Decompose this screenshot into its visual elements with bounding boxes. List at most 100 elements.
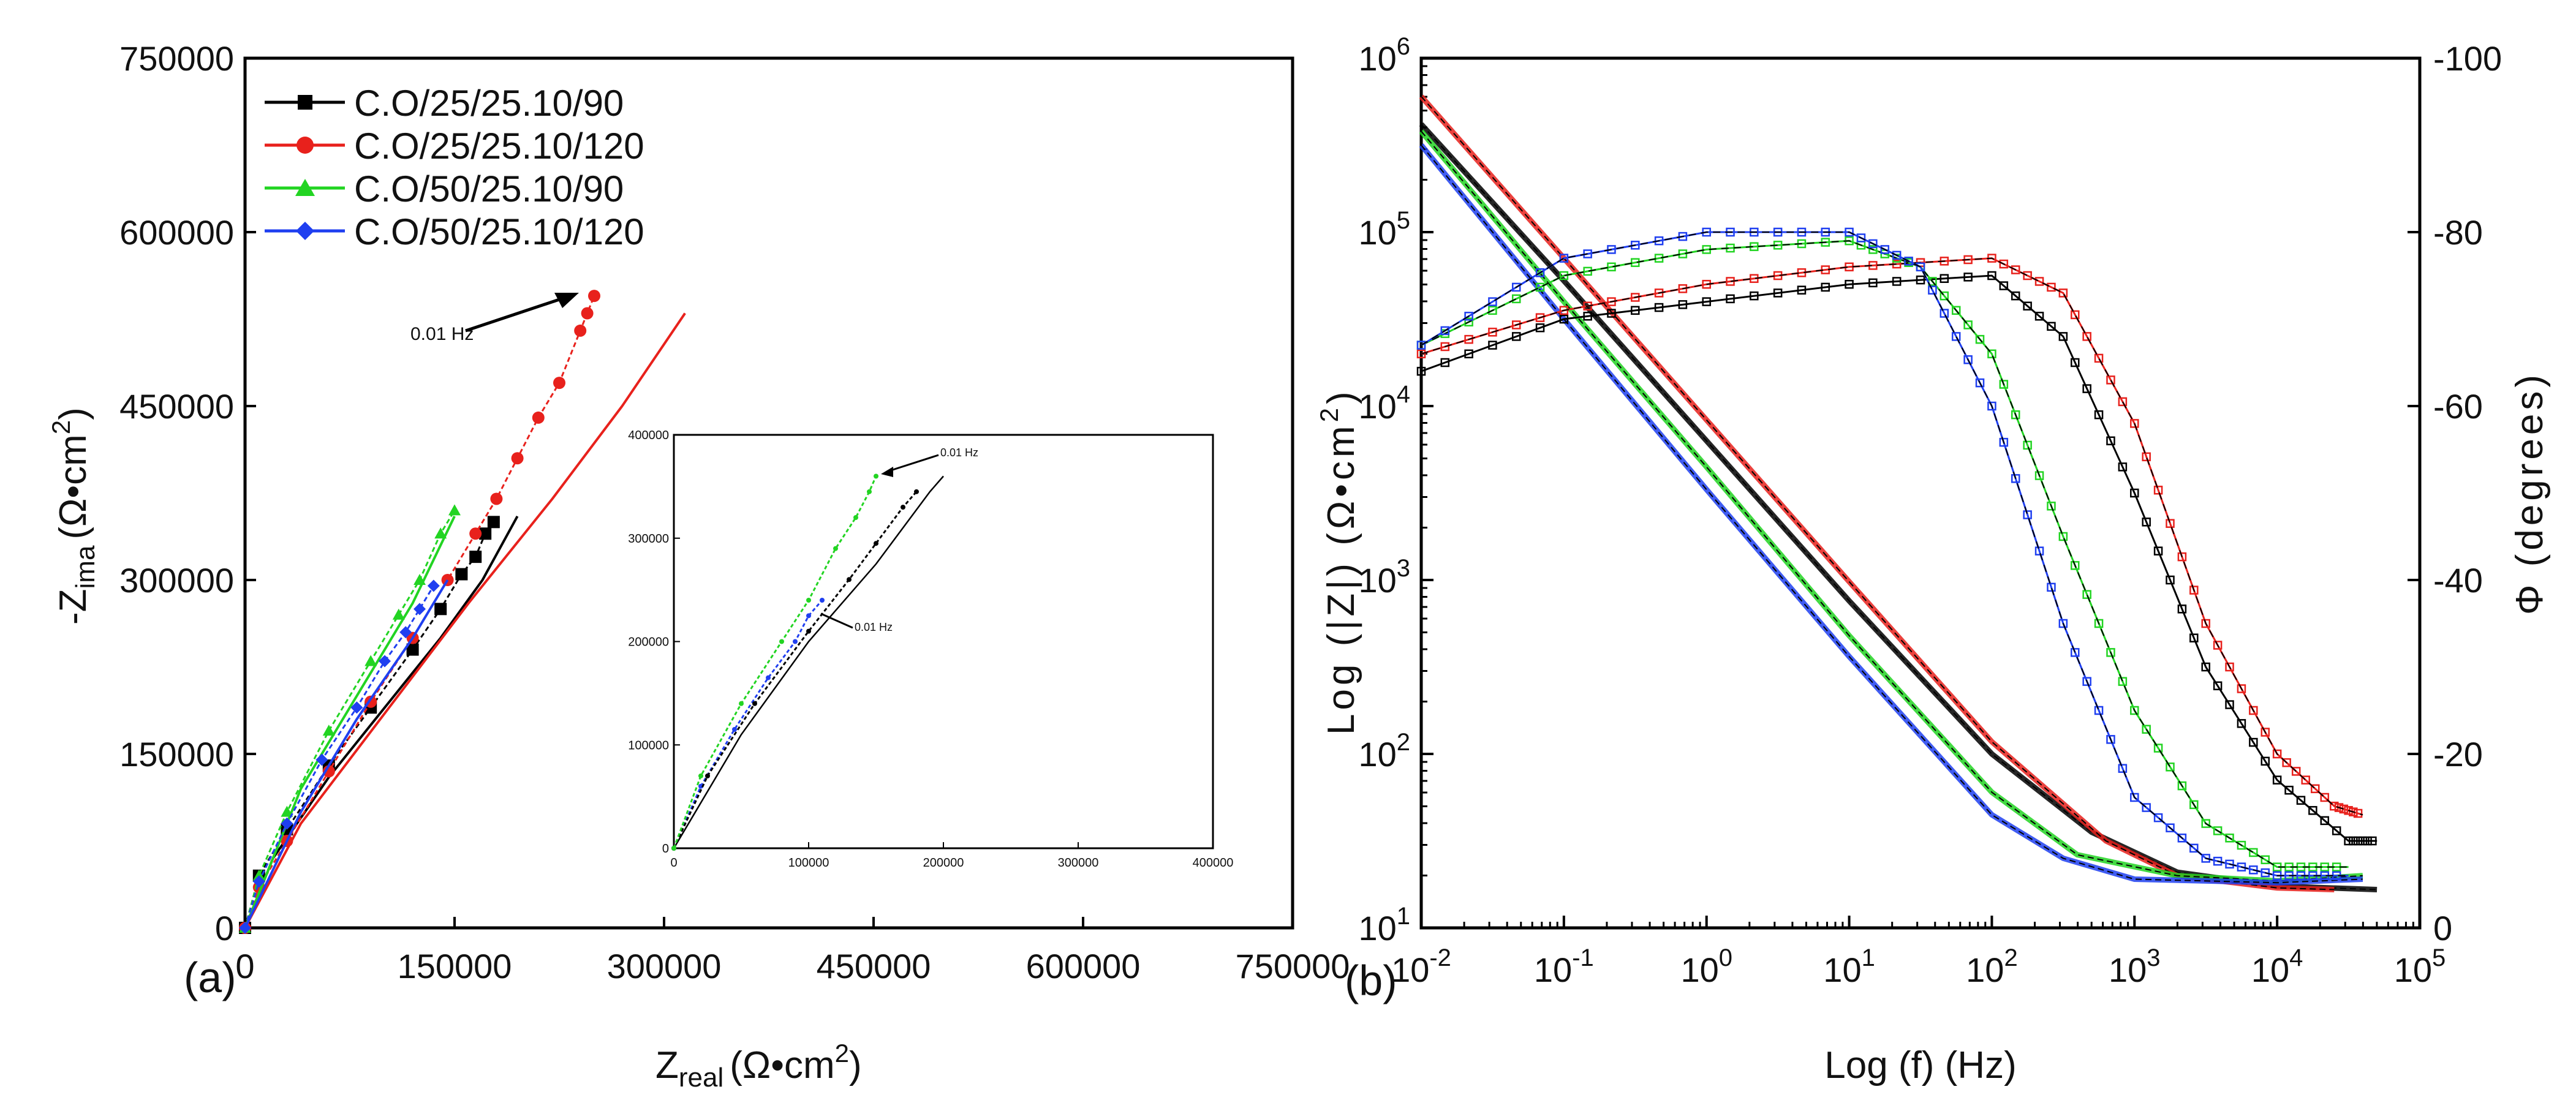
inset-data-point bbox=[732, 726, 737, 732]
panel-b-phase-data-point bbox=[1464, 334, 1473, 344]
inset-plot-frame bbox=[673, 434, 1214, 849]
panel-b-phase-data-point bbox=[1559, 271, 1569, 281]
panel-b-phase-data-point bbox=[2320, 816, 2330, 826]
inset-data-point bbox=[739, 701, 744, 706]
panel-a-y-ticks: 0 150000 300000 450000 600000 750000 bbox=[119, 39, 256, 947]
panel-a-data-point bbox=[322, 725, 335, 736]
legend-label: C.O/25/25.10/120 bbox=[354, 126, 644, 167]
panel-b-phase-data-point bbox=[2094, 353, 2104, 363]
panel-b-phase-data-point bbox=[1987, 349, 1996, 359]
panel-b-phase-data-point bbox=[1464, 312, 1473, 321]
panel-b-phase-data-point bbox=[2130, 419, 2139, 428]
panel-a: 0 150000 300000 450000 600000 750000 0 150000 3… bbox=[47, 39, 1350, 1093]
inset-ticks: 0 100000 200000 300000 400000 0 100000 200000 30… bbox=[628, 429, 1233, 870]
panel-b-right-y-tick-label: -80 bbox=[2433, 213, 2483, 252]
inset-annotation-arrowhead bbox=[881, 467, 893, 477]
inset-data-point bbox=[853, 515, 858, 520]
panel-b-x-tick-label: 104 bbox=[2251, 944, 2303, 989]
panel-b-phase-data-point bbox=[2177, 552, 2187, 562]
panel-b-phase-data-point bbox=[2310, 784, 2320, 794]
panel-b-phase-data-point bbox=[2047, 282, 2056, 292]
panel-b-phase-data-point bbox=[2282, 758, 2291, 767]
panel-b-x-tick-label: 102 bbox=[1966, 944, 2018, 989]
panel-b-phase-data-point bbox=[2130, 706, 2139, 715]
panel-a-y-tick-label: 750000 bbox=[119, 39, 234, 78]
panel-b-phase-data-point bbox=[2225, 662, 2234, 672]
panel-b-phase-data-point bbox=[2130, 793, 2139, 802]
panel-b-phase-data-point bbox=[2034, 546, 2044, 556]
panel-b-phase-data-point bbox=[2023, 271, 2032, 281]
panel-b-phase-data-point bbox=[2034, 312, 2044, 321]
panel-b-phase-data-point bbox=[2082, 332, 2091, 341]
panel-b-phase-data-point bbox=[1868, 245, 1878, 254]
inset-data-point bbox=[874, 541, 878, 546]
panel-a-x-tick-label: 150000 bbox=[398, 947, 512, 985]
panel-b-phase-data-point bbox=[2213, 641, 2223, 650]
inset-fit-line bbox=[673, 475, 944, 849]
panel-a-x-tick-label: 450000 bbox=[817, 947, 931, 985]
inset-data-point bbox=[901, 505, 905, 510]
panel-b-phase-data-point bbox=[2201, 619, 2210, 628]
panel-b-phase-data-point bbox=[2201, 662, 2210, 672]
panel-a-annotation-arrow bbox=[465, 295, 567, 333]
legend-marker-diamond-icon bbox=[296, 222, 314, 240]
panel-a-x-ticks: 0 150000 300000 450000 600000 750000 bbox=[235, 917, 1350, 985]
panel-a-data-point bbox=[448, 504, 461, 516]
inset-data-point bbox=[766, 675, 771, 680]
inset-data-point bbox=[779, 639, 784, 644]
panel-b-phase-data-point bbox=[2213, 826, 2223, 835]
panel-a-legend: C.O/25/25.10/90 C.O/25/25.10/120 C.O/50/… bbox=[265, 83, 644, 252]
inset-data-point bbox=[752, 701, 757, 706]
panel-b-phase-data-point bbox=[2058, 288, 2068, 298]
panel-b-phase-data-point bbox=[2213, 681, 2223, 691]
panel-b-phase-data-point bbox=[1488, 328, 1497, 337]
panel-b-phase-data-point bbox=[1928, 285, 1937, 295]
panel-b-phase-data-point bbox=[1416, 341, 1426, 350]
panel-b-phase-data-point bbox=[1963, 355, 1973, 364]
inset-data-point bbox=[833, 546, 838, 551]
panel-a-data-point bbox=[511, 452, 524, 465]
panel-b-phase-data-point bbox=[2166, 519, 2175, 528]
panel-a-data-point bbox=[414, 574, 426, 585]
panel-b-phase-data-point bbox=[2349, 807, 2358, 816]
inset-x-tick-label: 100000 bbox=[788, 856, 829, 870]
panel-b-phase-fit bbox=[1421, 257, 2363, 816]
panel-a-x-tick-label: 750000 bbox=[1236, 947, 1350, 985]
panel-b-phase-data-point bbox=[1654, 254, 1664, 263]
panel-b-right-y-tick-label: -60 bbox=[2433, 387, 2483, 426]
panel-a-data-point bbox=[281, 805, 293, 817]
panel-a-data-point bbox=[434, 527, 447, 539]
panel-b-phase-data-point bbox=[2249, 706, 2258, 715]
legend-label: C.O/25/25.10/90 bbox=[354, 83, 624, 124]
panel-b-phase-data-point bbox=[1702, 227, 1711, 237]
panel-b-phase-data-point bbox=[1440, 358, 1450, 367]
inset-annotation-mid: 0.01 Hz bbox=[855, 621, 893, 633]
panel-b-phase-data-point bbox=[2034, 471, 2044, 480]
panel-a-data-point bbox=[379, 655, 391, 668]
panel-b-phase-data-point bbox=[2261, 868, 2270, 878]
panel-b-phase-data-point bbox=[2237, 684, 2246, 693]
panel-a-data-point bbox=[315, 753, 328, 766]
panel-b-x-tick-label: 103 bbox=[2109, 944, 2161, 989]
panel-a-plot-frame bbox=[243, 56, 1294, 930]
panel-b-right-y-tick-label: 0 bbox=[2433, 909, 2452, 947]
panel-a-fit-line bbox=[244, 312, 686, 928]
panel-b-phase-data-point bbox=[2296, 796, 2306, 805]
inset-y-tick-label: 0 bbox=[662, 842, 669, 856]
panel-a-plot-area bbox=[239, 290, 686, 934]
panel-b-phase-data-point bbox=[1583, 266, 1592, 276]
panel-b-right-y-tick-label: -100 bbox=[2433, 39, 2502, 78]
inset-series-line bbox=[673, 491, 918, 849]
panel-b-label: (b) bbox=[1345, 957, 1397, 1004]
legend-entry-co-50-120: C.O/50/25.10/120 bbox=[265, 211, 644, 252]
panel-b-phase-data-point bbox=[1631, 258, 1640, 267]
panel-b-phase-data-point bbox=[1559, 314, 1569, 324]
panel-b-phase-data-point bbox=[2201, 854, 2210, 863]
panel-b-phase-data-point bbox=[1951, 306, 1961, 315]
panel-a-data-point bbox=[239, 922, 251, 934]
panel-a-data-point bbox=[252, 869, 265, 881]
legend-marker-circle-icon bbox=[297, 137, 314, 154]
panel-b-phase-data-point bbox=[1559, 254, 1569, 263]
panel-a-y-axis-label: -Zima(Ω•cm2) bbox=[47, 407, 100, 625]
panel-b-phase-data-point bbox=[2301, 775, 2310, 785]
